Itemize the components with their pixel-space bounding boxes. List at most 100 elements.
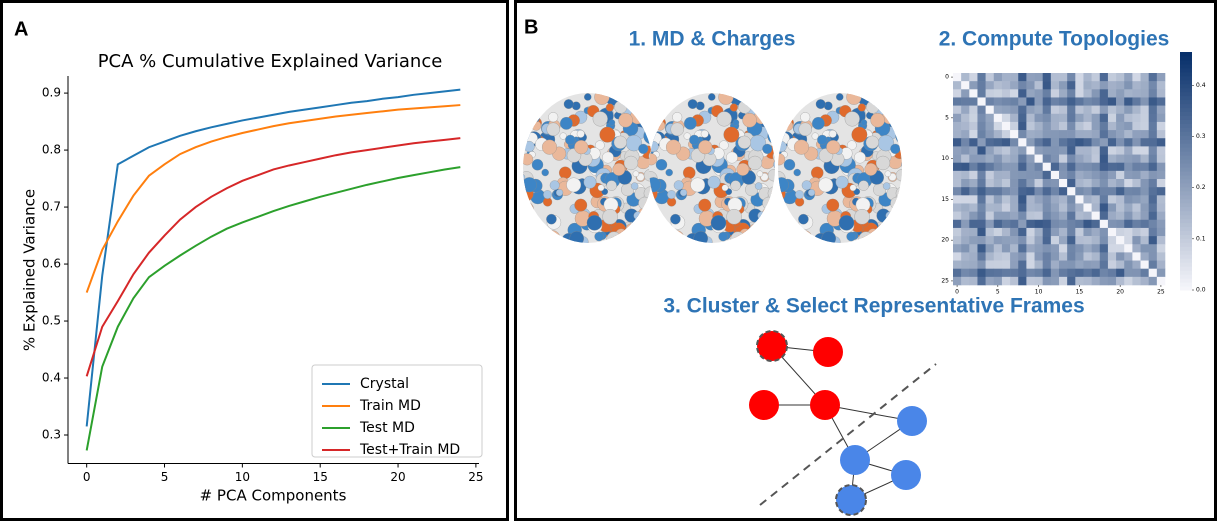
protein-atom (635, 105, 644, 114)
heatmap-cell (1108, 97, 1116, 105)
heatmap-cell (1083, 277, 1091, 285)
heatmap-cell (1092, 179, 1100, 187)
heatmap-cell (1141, 261, 1149, 269)
protein-atom (651, 105, 658, 112)
y-tick-label: 0.9 (42, 86, 61, 100)
protein-atom (638, 207, 650, 219)
protein-atom (870, 232, 883, 245)
heatmap-cell (1132, 252, 1140, 260)
heatmap-cell (1075, 155, 1083, 163)
heatmap-cell (953, 171, 961, 179)
protein-atom (633, 171, 639, 177)
heatmap-cell (969, 179, 977, 187)
protein-atom (722, 185, 728, 191)
protein-atom (701, 130, 708, 137)
heatmap-cell (953, 89, 961, 97)
heatmap-cell (969, 106, 977, 114)
heatmap-cell (1059, 73, 1067, 81)
protein-atom (550, 181, 560, 191)
heatmap-cell (1075, 220, 1083, 228)
x-axis-label: # PCA Components (200, 487, 347, 505)
heatmap-cell (961, 163, 969, 171)
protein-atom (901, 117, 913, 129)
protein-atom (529, 215, 538, 224)
heatmap-cell (994, 212, 1002, 220)
x-tick-label: 15 (1076, 289, 1084, 296)
heatmap-cell (1092, 73, 1100, 81)
heatmap-cell (953, 130, 961, 138)
heatmap-cell (1149, 220, 1157, 228)
heatmap-cell (1043, 277, 1051, 285)
heatmap-cell (1116, 155, 1124, 163)
heatmap-cell (1067, 163, 1075, 171)
heatmap-cell (1083, 212, 1091, 220)
protein-atom (890, 197, 903, 210)
heatmap-cell (1018, 73, 1026, 81)
heatmap-cell (1116, 203, 1124, 211)
heatmap-cell (1157, 138, 1165, 146)
colorbar-step (1180, 115, 1192, 119)
protein-atom (618, 91, 627, 100)
heatmap-cell (1035, 130, 1043, 138)
heatmap-cell (977, 130, 985, 138)
y-tick-label: 0 (945, 74, 949, 81)
heatmap-cell (1002, 73, 1010, 81)
heatmap-cell (969, 122, 977, 130)
protein-atom (865, 163, 877, 175)
colorbar-step (1180, 56, 1192, 60)
heatmap-cell (1051, 195, 1059, 203)
heatmap-cell (1018, 81, 1026, 89)
heatmap-cell (1059, 269, 1067, 277)
heatmap-cell (1124, 220, 1132, 228)
heatmap-cell (977, 146, 985, 154)
heatmap-cell (1026, 187, 1034, 195)
heatmap-cell (1108, 89, 1116, 97)
heatmap-cell (1141, 97, 1149, 105)
heatmap-cell (1018, 261, 1026, 269)
heatmap-cell (1010, 138, 1018, 146)
protein-atom (890, 212, 899, 221)
protein-atom (779, 105, 786, 112)
protein-atom (796, 93, 804, 101)
heatmap-cell (1108, 122, 1116, 130)
protein-atom (759, 105, 768, 114)
protein-atom (646, 94, 653, 101)
protein-atom (770, 122, 776, 128)
heatmap-cell (986, 89, 994, 97)
step-title: 1. MD & Charges (629, 28, 796, 51)
heatmap-cell (1157, 179, 1165, 187)
heatmap-cell (977, 114, 985, 122)
heatmap-cell (1083, 236, 1091, 244)
protein-atom (755, 92, 769, 106)
heatmap-cell (961, 252, 969, 260)
heatmap-cell (986, 114, 994, 122)
protein-atom (689, 135, 699, 145)
heatmap-cell (1059, 81, 1067, 89)
heatmap-cell (1124, 277, 1132, 285)
heatmap-cell (994, 81, 1002, 89)
heatmap-cell (1043, 106, 1051, 114)
heatmap-cell (969, 146, 977, 154)
step-title: 2. Compute Topologies (939, 28, 1170, 51)
protein-atom (836, 176, 848, 188)
heatmap-cell (1010, 195, 1018, 203)
protein-atom (759, 95, 768, 104)
x-tick-label: 15 (313, 470, 328, 484)
heatmap-cell (1132, 179, 1140, 187)
protein-atom (866, 101, 879, 114)
heatmap-cell (1059, 212, 1067, 220)
colorbar-step (1180, 195, 1192, 199)
heatmap-cell (1035, 252, 1043, 260)
heatmap: 051015202505101520250.00.10.20.30.4 (941, 52, 1205, 296)
heatmap-cell (1100, 73, 1108, 81)
heatmap-cell (1075, 73, 1083, 81)
heatmap-cell (1124, 81, 1132, 89)
heatmap-cell (1002, 106, 1010, 114)
protein-atom (606, 104, 614, 112)
page: A PCA % Cumulative Explained Variance # … (0, 0, 1217, 521)
heatmap-cell (953, 97, 961, 105)
heatmap-cell (969, 195, 977, 203)
heatmap-cell (1132, 203, 1140, 211)
protein-atom (890, 88, 905, 103)
x-tick-label: 0 (83, 470, 91, 484)
